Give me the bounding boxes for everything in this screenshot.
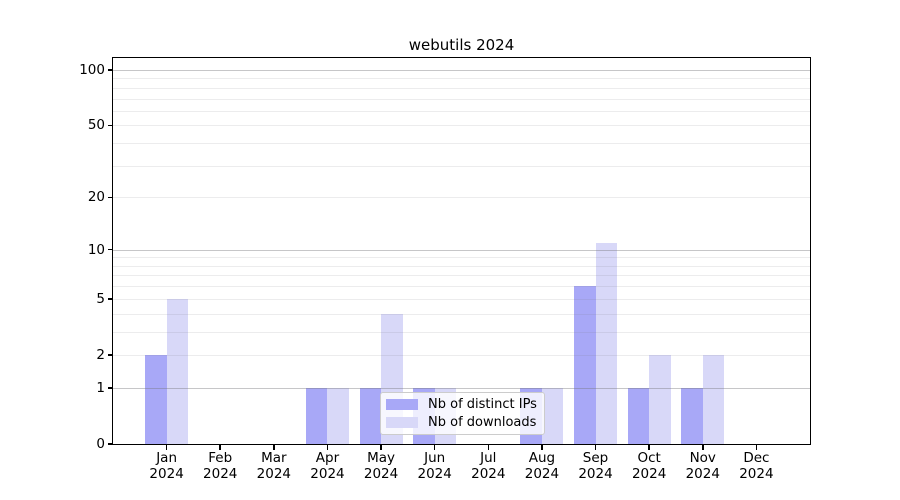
x-tick-mark	[380, 445, 382, 450]
gridline-minor	[113, 265, 810, 267]
y-tick-mark	[108, 248, 113, 251]
legend: Nb of distinct IPs Nb of downloads	[380, 392, 545, 435]
y-tick-label: 50	[87, 117, 105, 134]
bar-distinct-ips-apr	[306, 387, 328, 444]
x-tick-label-sep: Sep 2024	[578, 450, 613, 482]
x-tick-label-mar: Mar 2024	[256, 450, 292, 482]
y-tick-mark	[108, 196, 113, 199]
y-tick-mark	[108, 354, 113, 356]
bar-downloads-apr	[327, 387, 349, 444]
gridline-minor	[113, 165, 810, 167]
x-tick-mark	[326, 445, 329, 450]
gridline-minor	[113, 257, 810, 259]
y-tick-label: 0	[96, 436, 105, 452]
legend-item-distinct-ips: Nb of distinct IPs	[386, 397, 539, 412]
y-tick-label: 5	[96, 290, 105, 307]
y-tick-mark	[108, 124, 113, 127]
gridline-major	[113, 70, 810, 71]
bar-distinct-ips-oct	[627, 387, 650, 444]
x-tick-mark	[273, 445, 275, 450]
x-tick-mark	[755, 445, 758, 450]
gridline-major	[113, 249, 810, 251]
gridline-minor	[113, 275, 810, 277]
y-tick-label: 2	[96, 346, 105, 363]
x-tick-mark	[594, 445, 597, 450]
gridline-minor	[113, 298, 810, 300]
x-tick-label-jul: Jul 2024	[471, 450, 506, 482]
x-tick-mark	[487, 445, 490, 450]
gridline-minor	[113, 143, 810, 145]
legend-label-distinct-ips: Nb of distinct IPs	[428, 397, 537, 413]
gridline-minor	[113, 125, 810, 127]
chart-title: webutils 2024	[408, 36, 515, 54]
x-tick-mark	[702, 445, 704, 450]
gridline-minor	[113, 313, 810, 315]
bar-downloads-oct	[649, 354, 671, 444]
x-tick-mark	[165, 445, 168, 450]
x-tick-label-apr: Apr 2024	[310, 450, 345, 482]
gridline-minor	[113, 98, 810, 100]
x-tick-label-nov: Nov 2024	[685, 450, 720, 482]
x-tick-mark	[433, 445, 436, 450]
y-tick-mark	[108, 69, 113, 71]
legend-label-downloads: Nb of downloads	[428, 414, 537, 430]
legend-swatch-downloads-icon	[386, 416, 418, 428]
x-tick-label-oct: Oct 2024	[631, 450, 667, 482]
y-tick-mark	[108, 387, 113, 389]
x-tick-label-aug: Aug 2024	[524, 450, 560, 482]
legend-item-downloads: Nb of downloads	[386, 415, 539, 430]
x-tick-mark	[541, 445, 543, 450]
x-tick-label-jun: Jun 2024	[417, 450, 452, 482]
legend-swatch-distinct-ips-icon	[386, 399, 418, 411]
gridline-minor	[113, 87, 810, 89]
gridline-minor	[113, 331, 810, 333]
x-tick-label-feb: Feb 2024	[203, 450, 238, 482]
x-tick-mark	[219, 445, 221, 450]
y-tick-label: 100	[79, 62, 105, 78]
gridline-minor	[113, 78, 810, 80]
y-tick-label: 20	[87, 189, 105, 206]
x-tick-mark	[648, 445, 650, 450]
x-tick-label-jan: Jan 2024	[149, 450, 184, 482]
bar-distinct-ips-sep	[574, 286, 596, 444]
y-tick-mark	[108, 443, 113, 445]
bar-distinct-ips-nov	[681, 387, 703, 444]
bar-downloads-nov	[702, 354, 725, 444]
bar-downloads-jan	[166, 298, 189, 444]
gridline-minor	[113, 286, 810, 288]
x-tick-label-dec: Dec 2024	[739, 450, 774, 482]
bar-downloads-aug	[541, 387, 564, 444]
bar-downloads-sep	[595, 242, 617, 444]
y-tick-label: 1	[96, 379, 105, 396]
y-tick-mark	[108, 298, 113, 300]
bar-distinct-ips-may	[359, 387, 382, 444]
bar-distinct-ips-jan	[145, 354, 167, 444]
gridline-minor	[113, 197, 810, 199]
y-tick-label: 10	[87, 241, 105, 258]
gridline-minor	[113, 110, 810, 112]
x-tick-label-may: May 2024	[363, 450, 399, 482]
